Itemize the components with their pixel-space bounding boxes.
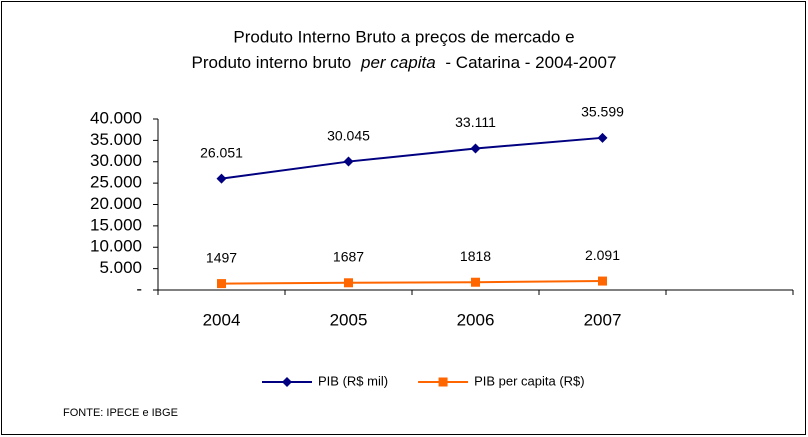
y-tick-label: 20.000 <box>90 194 142 213</box>
title-part: per capita <box>360 53 436 72</box>
source-note: FONTE: IPECE e IBGE <box>63 407 178 419</box>
data-point <box>344 278 353 288</box>
chart-title: Produto interno bruto per capita - Catar… <box>192 53 617 72</box>
x-tick-label: 2006 <box>457 310 495 329</box>
data-label: 1497 <box>206 249 237 265</box>
legend-marker <box>438 377 448 387</box>
chart-title: Produto Interno Bruto a preços de mercad… <box>233 27 574 46</box>
legend-label: PIB per capita (R$) <box>474 373 585 388</box>
title-part: - Catarina - 2004-2007 <box>445 53 616 72</box>
y-tick-label: 25.000 <box>90 173 142 192</box>
data-point <box>216 173 227 184</box>
legend-label: PIB (R$ mil) <box>318 373 388 388</box>
data-point <box>597 132 608 143</box>
x-tick-label: 2007 <box>584 310 622 329</box>
data-label: 2.091 <box>585 247 620 263</box>
data-label: 33.111 <box>455 114 496 130</box>
data-point <box>343 156 354 167</box>
data-point <box>470 143 481 154</box>
x-tick-label: 2004 <box>203 310 241 329</box>
y-tick-label: - <box>136 279 142 298</box>
y-tick-label: 10.000 <box>90 237 142 256</box>
legend-marker <box>282 377 292 387</box>
data-label: 1818 <box>460 248 491 264</box>
data-point <box>598 276 607 286</box>
data-label: 1687 <box>333 248 364 264</box>
title-part: Produto interno bruto <box>192 53 352 72</box>
series-line <box>221 280 603 285</box>
data-label: 26.051 <box>200 144 243 160</box>
y-tick-label: 35.000 <box>90 130 142 149</box>
y-tick-label: 40.000 <box>90 108 142 127</box>
data-label: 30.045 <box>327 127 370 143</box>
y-tick-label: 30.000 <box>90 151 142 170</box>
x-tick-label: 2005 <box>330 310 368 329</box>
series-line <box>221 136 603 180</box>
y-tick-label: 5.000 <box>99 258 142 277</box>
y-tick-label: 15.000 <box>90 215 142 234</box>
data-point <box>471 277 480 287</box>
data-label: 35.599 <box>581 104 624 120</box>
data-point <box>217 279 226 289</box>
